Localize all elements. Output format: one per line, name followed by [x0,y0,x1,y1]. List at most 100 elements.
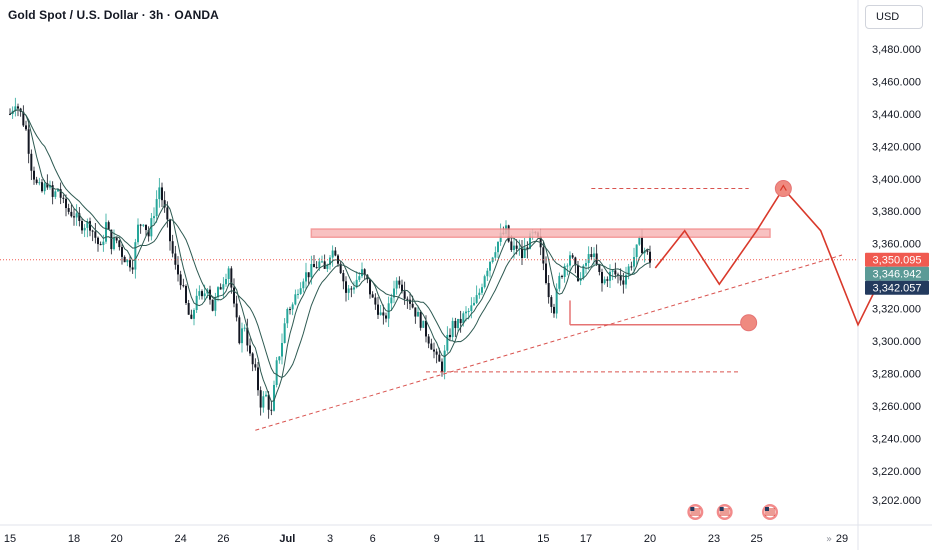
candle-body [81,220,83,231]
candle-body [38,182,41,184]
candle-body [334,250,337,256]
candle-body [539,236,542,248]
candle-body [115,237,118,241]
y-tick-label: 3,400.000 [872,174,921,186]
candle-body [459,318,462,324]
candle-body [563,266,566,277]
candle-body [606,279,609,281]
candle-body [137,224,139,243]
candle-body [235,303,238,318]
candle-body [254,364,257,368]
price-badge-label: 3,350.095 [873,255,922,267]
candle-body [155,199,158,217]
candle-body [553,306,555,314]
lower-target-circle [740,314,758,332]
candle-body [54,191,57,197]
candle-body [299,288,302,294]
candle-body [99,244,102,246]
candle-body [326,264,329,269]
candles-group [9,97,651,419]
candle-body [73,216,75,218]
candle-body [305,272,307,282]
candle-body [227,268,230,279]
candle-body [238,317,241,344]
candle-body [462,313,465,324]
candle-body [574,257,577,266]
candle-body [166,207,169,220]
candle-body [286,309,289,324]
candle-body [163,200,166,208]
us-flag-icon [716,504,733,520]
candle-body [595,253,598,265]
candle-body [307,272,310,278]
y-tick-label: 3,280.000 [872,368,921,380]
candle-body [433,349,435,352]
candle-body [627,266,630,275]
candle-body [283,323,286,344]
candle-body [22,111,25,126]
candle-body [515,245,518,249]
candle-body [107,222,110,230]
candle-body [582,265,585,279]
candle-body [139,224,142,226]
candle-body [401,284,403,292]
candle-body [147,229,150,237]
candle-body [329,257,331,265]
candle-body [393,288,395,298]
candle-body [558,275,561,289]
candle-body [233,287,235,304]
chart-title: Gold Spot / U.S. Dollar · 3h · OANDA [8,8,219,22]
candle-body [425,320,427,337]
candle-body [571,255,574,258]
x-tick-label: 9 [434,533,440,545]
ma-slow-line [9,109,651,379]
candle-body [33,170,35,180]
candle-body [105,222,107,242]
candle-body [521,248,523,258]
upper-target-circle [774,180,792,198]
candle-body [35,179,38,184]
candle-body [179,274,182,286]
candle-body [169,219,171,242]
candle-body [561,275,563,277]
us-flag-canton [765,507,769,511]
candle-body [382,312,385,316]
x-tick-label: 25 [751,533,763,545]
candle-body [91,230,94,232]
candle-body [366,274,369,280]
candle-body [438,354,441,362]
upper-target-arrow [779,184,787,191]
scroll-right-icon: » [826,534,832,545]
candle-body [446,334,449,351]
price-badge-label: 3,346.942 [873,269,922,281]
candle-body [131,267,134,270]
candle-body [494,252,497,258]
candle-body [321,261,323,263]
candle-body [358,276,361,280]
candle-body [646,250,649,252]
currency-button[interactable]: USD [865,5,923,29]
y-tick-label: 3,460.000 [872,76,921,88]
candle-body [259,390,262,408]
candle-body [251,353,254,365]
candle-body [513,245,515,251]
candle-body [350,288,353,290]
x-tick-label: Jul [279,533,295,545]
candle-body [225,278,227,285]
candle-body [625,274,627,285]
candle-body [545,263,547,283]
candle-body [542,247,545,264]
x-tick-label: 6 [370,533,376,545]
candle-body [182,285,185,287]
candle-body [403,291,406,299]
candle-body [638,237,641,245]
candle-body [379,312,382,315]
us-flag-icon [687,504,704,520]
y-tick-label: 3,260.000 [872,401,921,413]
candle-body [78,213,81,221]
candle-body [478,292,481,296]
x-tick-label: 11 [474,533,485,545]
y-tick-label: 3,420.000 [872,141,921,153]
candle-body [523,247,526,258]
